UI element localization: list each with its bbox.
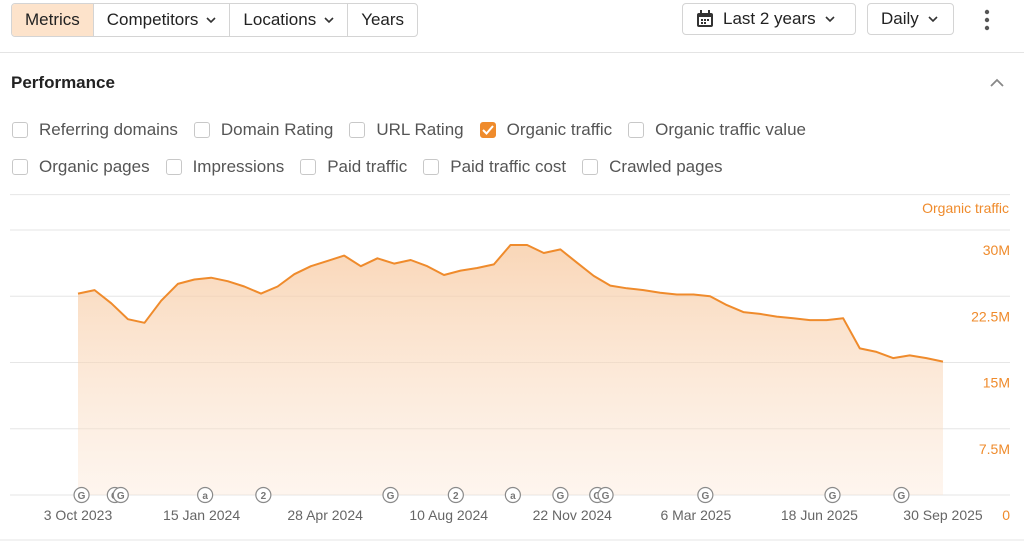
check-mark <box>481 125 494 135</box>
metric-checkbox[interactable]: Domain Rating <box>193 120 334 140</box>
y-tick-label: 7.5M <box>979 441 1010 457</box>
annotation-marker <box>197 486 214 504</box>
metric-label: Crawled pages <box>609 157 723 176</box>
metric-row: Referring domains Domain Rating URL Rating… <box>12 120 806 140</box>
annotation-marker <box>597 486 614 504</box>
tab[interactable]: Competitors <box>92 4 230 36</box>
annotation-label: a <box>202 491 208 502</box>
interval-label: Daily <box>881 9 919 28</box>
interval-button[interactable]: Daily <box>867 3 954 35</box>
x-tick-label: 15 Jan 2024 <box>163 507 240 523</box>
chevron <box>324 16 334 23</box>
metric-label: Paid traffic <box>327 157 408 176</box>
x-tick-label: 30 Sep 2025 <box>903 507 983 523</box>
axis-label: Organic traffic <box>922 200 1009 216</box>
annotation-label: G <box>557 491 565 502</box>
metric-label: Organic traffic <box>506 120 613 139</box>
metric-checkbox[interactable]: Paid traffic cost <box>423 157 566 177</box>
annotation-label: G <box>829 491 837 502</box>
y-tick-label: 22.5M <box>971 308 1010 324</box>
metric-label: Referring domains <box>39 120 178 139</box>
area <box>78 245 943 495</box>
tab-label: Metrics <box>25 10 80 29</box>
chevron <box>825 15 835 22</box>
divider <box>0 52 1024 53</box>
x-tick-label: 28 Apr 2024 <box>287 507 363 523</box>
annotation-label: G <box>602 491 610 502</box>
metric-checkbox[interactable]: Organic traffic value <box>628 120 806 140</box>
annotation-label: G <box>387 491 395 502</box>
annotation-marker <box>552 486 569 504</box>
tab[interactable]: Metrics <box>12 4 93 36</box>
y-tick-label: 15M <box>983 375 1010 391</box>
metric-checkbox[interactable]: Organic traffic <box>479 120 613 140</box>
annotation-label: G <box>701 491 709 502</box>
checkbox <box>12 159 28 175</box>
metric-label: Domain Rating <box>220 120 334 139</box>
metric-checkbox[interactable]: Organic pages <box>12 157 150 177</box>
tab-label: Competitors <box>106 10 199 29</box>
tab[interactable]: Locations <box>229 4 347 36</box>
checkbox <box>165 159 182 175</box>
annotation-marker <box>255 486 272 504</box>
annotation-label: G <box>593 491 601 502</box>
annotation-label: 2 <box>261 491 267 502</box>
annotation-marker <box>697 486 714 504</box>
metric-checkbox[interactable]: Referring domains <box>12 120 178 140</box>
annotation-marker <box>447 486 464 504</box>
annotation-label: G <box>78 491 86 502</box>
metric-checkbox[interactable]: URL Rating <box>349 120 464 140</box>
chevron <box>206 16 216 23</box>
tab-label: Years <box>361 10 405 29</box>
checkbox <box>479 122 496 138</box>
tab-group: Metrics Competitors Locations Years <box>11 3 419 37</box>
annotation-marker <box>824 486 841 504</box>
checkbox <box>423 159 440 175</box>
metric-checkbox[interactable]: Impressions <box>165 157 285 177</box>
metric-label: Organic pages <box>39 157 150 176</box>
calendar-icon <box>697 10 713 27</box>
checkbox <box>582 159 599 175</box>
annotation-marker <box>112 486 129 504</box>
checkbox <box>300 159 317 175</box>
metric-label: Paid traffic cost <box>450 157 567 176</box>
chevron <box>928 15 938 22</box>
annotation-label: 2 <box>453 491 459 502</box>
panel-title: Performance <box>11 73 115 92</box>
annotation-label: G <box>898 491 906 502</box>
annotation-label: G <box>117 491 125 502</box>
annotation-label: a <box>510 491 516 502</box>
period-button[interactable]: Last 2 years <box>682 3 856 35</box>
collapse-button[interactable] <box>989 78 1005 88</box>
x-tick-label: 6 Mar 2025 <box>660 507 731 523</box>
x-tick-label: 10 Aug 2024 <box>409 507 488 523</box>
annotation-marker <box>893 486 910 504</box>
annotation-marker <box>382 486 399 504</box>
more-menu[interactable] <box>982 9 992 31</box>
y-tick-label: 0 <box>1002 507 1010 523</box>
annotation-marker <box>504 486 521 504</box>
checkbox <box>628 122 645 138</box>
x-tick-label: 18 Jun 2025 <box>781 507 858 523</box>
tab-label: Locations <box>243 10 317 29</box>
checkbox <box>349 122 366 138</box>
checkbox <box>12 122 28 138</box>
metric-row: Organic pages Impressions Paid traffic Paid… <box>12 157 723 177</box>
metric-label: URL Rating <box>376 120 464 139</box>
checkbox <box>193 122 210 138</box>
y-tick-label: 30M <box>983 242 1010 258</box>
period-label: Last 2 years <box>723 9 816 28</box>
metric-checkbox[interactable]: Crawled pages <box>582 157 723 177</box>
annotation-marker <box>73 486 90 504</box>
metric-label: Organic traffic value <box>655 120 806 139</box>
tab[interactable]: Years <box>347 4 417 36</box>
line <box>77 244 944 363</box>
x-tick-label: 3 Oct 2023 <box>44 507 113 523</box>
x-tick-label: 22 Nov 2024 <box>533 507 613 523</box>
metric-checkbox[interactable]: Paid traffic <box>300 157 407 177</box>
metric-label: Impressions <box>192 157 285 176</box>
